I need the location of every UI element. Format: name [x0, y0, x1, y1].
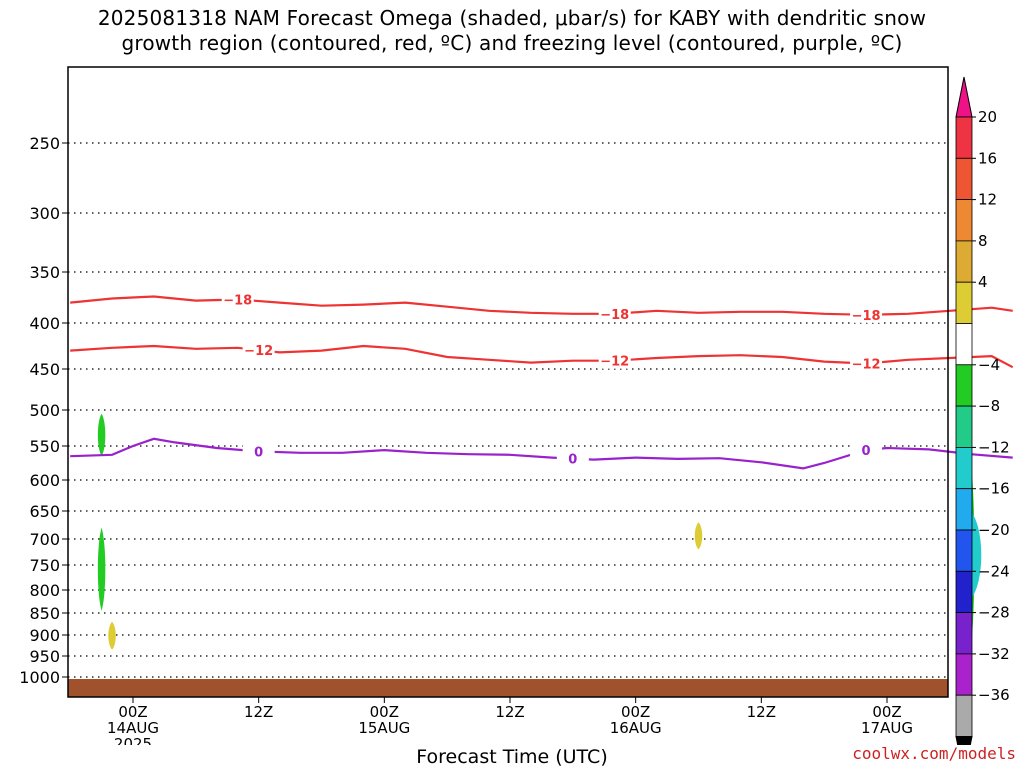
contour-label-bg--18-0 [221, 291, 254, 308]
ytick-label-800: 800 [29, 581, 60, 600]
xtick-label-4-0: 00Z [621, 703, 650, 721]
contour-label-bg--12-0 [242, 342, 275, 359]
colorbar-label-0: 20 [978, 108, 997, 126]
xtick-label-2-0: 00Z [370, 703, 399, 721]
chart-title-line2: growth region (contoured, red, ºC) and f… [121, 31, 903, 55]
frame-rect [67, 66, 949, 698]
ytick-label-350: 350 [29, 263, 60, 282]
contour-labels: −18 −18 −18 −12 −12 −12 0 0 0 [221, 291, 883, 468]
ytick-label-250: 250 [29, 134, 60, 153]
colorbar-label-11: −28 [978, 604, 1010, 622]
colorbar-over-arrow [955, 76, 973, 118]
ytick-label-700: 700 [29, 530, 60, 549]
contour-label-0-2: 0 [862, 444, 871, 459]
ytick-label-400: 400 [29, 314, 60, 333]
colorbar-swatch-12 [955, 612, 973, 655]
contour-label-bg--18-1 [598, 305, 631, 322]
colorbar-label-4: 4 [978, 273, 988, 291]
pressure-gridlines [68, 142, 948, 678]
contour-label--18-0: −18 [223, 294, 252, 309]
contour-label--18-1: −18 [600, 308, 629, 323]
colorbar-label-12: −32 [978, 645, 1010, 663]
ytick-label-600: 600 [29, 471, 60, 490]
ytick-label-900: 900 [29, 626, 60, 645]
contour-label--18-2: −18 [852, 309, 881, 324]
omega-region-1 [97, 527, 106, 611]
xtick-label-0-0: 00Z [118, 703, 147, 721]
contour-label-bg--12-1 [598, 352, 631, 369]
contour-label-bg--12-2 [850, 355, 883, 372]
xtick-label-1-0: 12Z [244, 703, 273, 721]
ytick-label-450: 450 [29, 360, 60, 379]
colorbar-under-arrow [955, 736, 973, 745]
contour-label-bg-0-1 [556, 450, 589, 467]
x-axis-title: Forecast Time (UTC) [416, 746, 608, 768]
xtick-label-2-1: 15AUG [358, 719, 410, 737]
colorbar-label-2: 12 [978, 191, 997, 209]
xtick-label-5-0: 12Z [747, 703, 776, 721]
ground-fill [68, 679, 948, 697]
colorbar-swatch-10 [955, 529, 973, 572]
colorbar-label-7: −12 [978, 438, 1010, 456]
colorbar-label-10: −24 [978, 562, 1010, 580]
ytick-label-650: 650 [29, 502, 60, 521]
plot-area [68, 67, 948, 697]
colorbar-label-13: −36 [978, 686, 1010, 704]
colorbar-swatch-3 [955, 240, 973, 283]
omega-time-height-chart: −18 −18 −18 −12 −12 −12 0 0 0 250 300 350 400 450 500… [19, 66, 1014, 745]
xtick-label-6-1: 17AUG [861, 719, 913, 737]
colorbar-swatch-0 [955, 116, 973, 159]
ytick-label-850: 850 [29, 604, 60, 623]
credit-text: coolwx.com/models [852, 744, 1016, 763]
omega-region-2 [108, 621, 116, 650]
y-axis-pressure-ticks: 250 300 350 400 450 500 550 600 650 700 750 800 850 9… [19, 134, 68, 687]
colorbar-swatch-9 [955, 488, 973, 531]
colorbar-label-6: −8 [978, 397, 1000, 415]
ytick-label-1000: 1000 [19, 668, 60, 687]
omega-colorbar: 20 16 12 8 4 −4 −8 −12 −16 −20 −24 −28 −32 −36 [955, 76, 1010, 745]
xtick-label-0-1: 14AUG [107, 719, 159, 737]
colorbar-swatch-2 [955, 199, 973, 242]
contour-label-bg-0-0 [242, 443, 275, 460]
ytick-label-950: 950 [29, 647, 60, 666]
plot-background [68, 67, 948, 697]
xtick-label-6-0: 00Z [872, 703, 901, 721]
contour-label-bg-0-2 [850, 442, 883, 459]
colorbar-swatch-8 [955, 446, 973, 490]
colorbar-label-5: −4 [978, 356, 1000, 374]
omega-region-0 [97, 413, 106, 457]
xtick-label-0-2: 2025 [114, 735, 152, 745]
colorbar-swatch-6 [955, 364, 973, 407]
contour-label--12-2: −12 [852, 357, 881, 372]
contour-label--12-0: −12 [244, 344, 273, 359]
chart-title: 2025081318 NAM Forecast Omega (shaded, μ… [0, 6, 1024, 56]
ground-surface [68, 679, 948, 697]
ytick-label-300: 300 [29, 204, 60, 223]
ytick-label-750: 750 [29, 556, 60, 575]
contour-label-0-1: 0 [568, 453, 577, 468]
xtick-label-3-0: 12Z [495, 703, 524, 721]
colorbar-swatch-14 [955, 694, 973, 737]
ytick-label-550: 550 [29, 437, 60, 456]
contour-label-0-0: 0 [254, 445, 263, 460]
colorbar-label-1: 16 [978, 149, 997, 167]
colorbar-label-8: −16 [978, 480, 1010, 498]
colorbar-swatch-11 [955, 570, 973, 613]
colorbar-label-3: 8 [978, 232, 988, 250]
colorbar-swatch-4 [955, 281, 973, 324]
colorbar-swatch-13 [955, 653, 973, 696]
colorbar-swatch-5 [955, 323, 973, 366]
ytick-label-500: 500 [29, 401, 60, 420]
colorbar-swatch-1 [955, 157, 973, 201]
contour-label-bg--18-2 [850, 306, 883, 323]
colorbar-label-9: −20 [978, 521, 1010, 539]
plot-frame [67, 66, 949, 698]
omega-region-3 [694, 522, 703, 550]
colorbar-swatch-7 [955, 405, 973, 448]
chart-title-line1: 2025081318 NAM Forecast Omega (shaded, μ… [97, 6, 927, 30]
xtick-label-4-1: 16AUG [610, 719, 662, 737]
contour-label--12-1: −12 [600, 355, 629, 370]
